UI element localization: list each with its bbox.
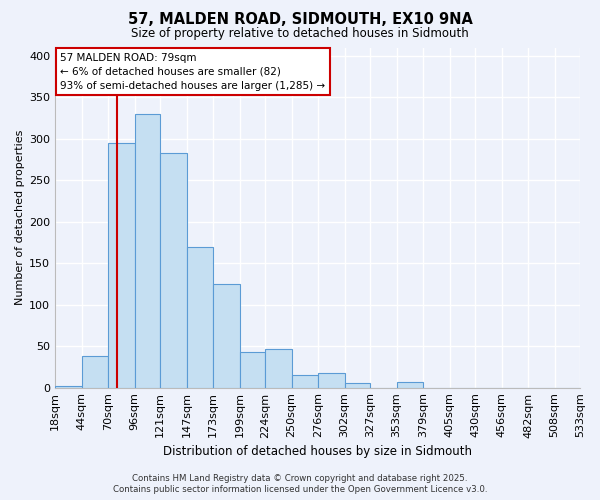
Bar [397, 382, 423, 388]
Bar [108, 143, 134, 388]
Text: 57 MALDEN ROAD: 79sqm
← 6% of detached houses are smaller (82)
93% of semi-detac: 57 MALDEN ROAD: 79sqm ← 6% of detached h… [61, 52, 326, 90]
Bar [344, 384, 370, 388]
Bar [213, 284, 239, 388]
Text: 57, MALDEN ROAD, SIDMOUTH, EX10 9NA: 57, MALDEN ROAD, SIDMOUTH, EX10 9NA [128, 12, 472, 28]
Y-axis label: Number of detached properties: Number of detached properties [15, 130, 25, 305]
Text: Contains HM Land Registry data © Crown copyright and database right 2025.
Contai: Contains HM Land Registry data © Crown c… [113, 474, 487, 494]
Bar [239, 352, 265, 388]
Bar [160, 153, 187, 388]
Bar [318, 374, 344, 388]
Bar [134, 114, 160, 388]
Bar [292, 375, 318, 388]
Bar [55, 386, 82, 388]
Bar [265, 350, 292, 388]
X-axis label: Distribution of detached houses by size in Sidmouth: Distribution of detached houses by size … [163, 444, 472, 458]
Bar [187, 246, 213, 388]
Bar [82, 356, 108, 388]
Text: Size of property relative to detached houses in Sidmouth: Size of property relative to detached ho… [131, 28, 469, 40]
